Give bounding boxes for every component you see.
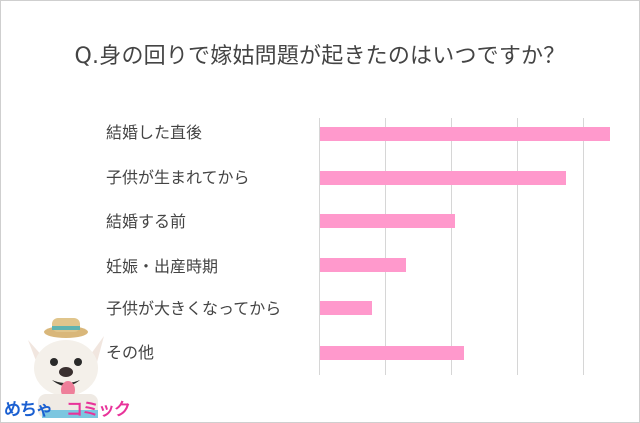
gridline — [517, 118, 518, 375]
bar — [320, 301, 372, 315]
gridline — [385, 118, 386, 375]
bar — [320, 127, 610, 141]
bar — [320, 258, 406, 272]
category-label: 子供が大きくなってから — [106, 299, 282, 318]
site-logo: めちゃ コミック — [4, 396, 131, 420]
logo-text-comic: コミック — [66, 399, 131, 420]
plot-area — [319, 118, 640, 375]
mascot-dog-image — [8, 318, 120, 418]
category-label: 結婚する前 — [106, 212, 187, 231]
bar — [320, 214, 455, 228]
logo-text-mecha: めちゃ — [4, 399, 53, 420]
category-label: その他 — [106, 343, 155, 362]
gridline — [583, 118, 584, 375]
gridline — [451, 118, 452, 375]
chart-title: Q.身の回りで嫁姑問題が起きたのはいつですか？ — [74, 44, 566, 69]
category-label: 妊娠・出産時期 — [106, 257, 219, 276]
axis-line — [319, 118, 320, 375]
bar — [320, 171, 566, 185]
category-label: 結婚した直後 — [106, 123, 203, 142]
bar — [320, 346, 464, 360]
category-label: 子供が生まれてから — [106, 168, 250, 187]
